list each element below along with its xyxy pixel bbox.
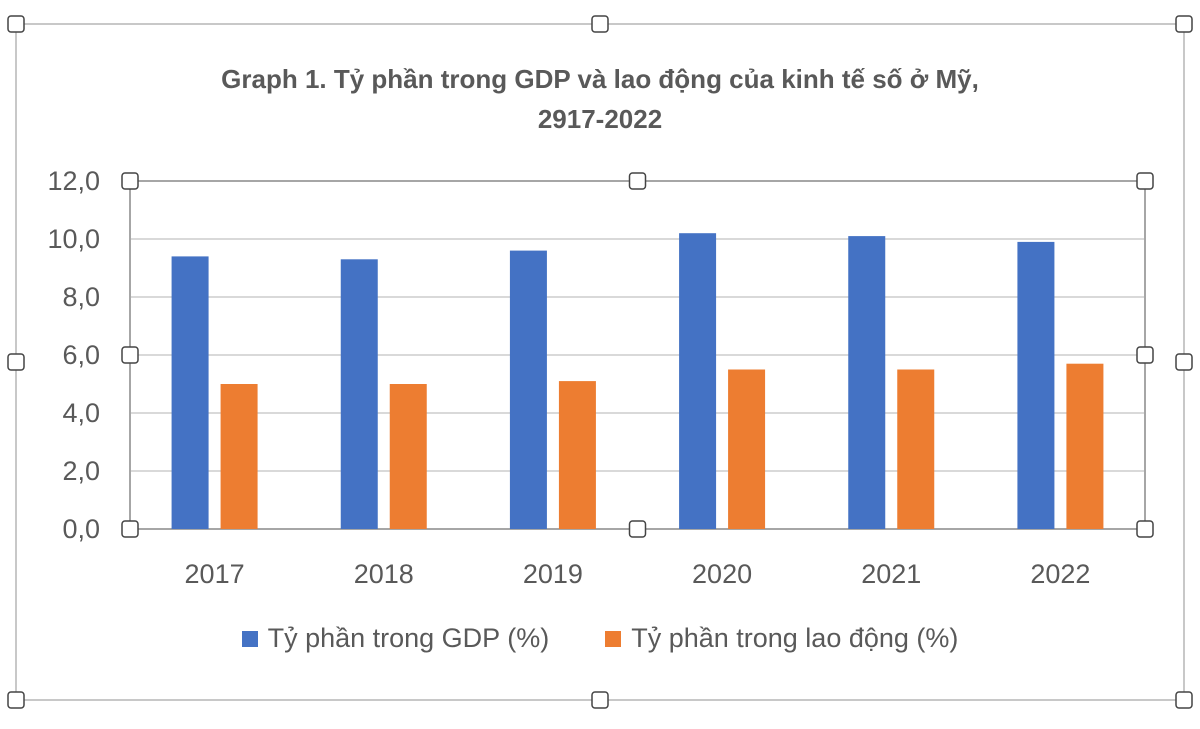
resize-frame-handle[interactable] xyxy=(1175,15,1193,33)
y-tick-label: 8,0 xyxy=(62,282,100,312)
y-tick-label: 2,0 xyxy=(62,456,100,486)
bar-gdp-2021 xyxy=(848,236,886,529)
bar-gdp-2019 xyxy=(509,250,547,529)
resize-plot-handle[interactable] xyxy=(121,520,139,538)
bar-gdp-2022 xyxy=(1017,241,1055,529)
x-tick-label: 2021 xyxy=(861,559,921,589)
y-tick-label: 12,0 xyxy=(47,166,100,196)
legend-label-labor: Tỷ phần trong lao động (%) xyxy=(631,623,959,653)
legend: Tỷ phần trong GDP (%) Tỷ phần trong lao … xyxy=(0,623,1200,654)
resize-frame-handle[interactable] xyxy=(591,691,609,709)
y-tick-label: 6,0 xyxy=(62,340,100,370)
legend-swatch-gdp xyxy=(241,630,258,647)
resize-frame-handle[interactable] xyxy=(7,353,25,371)
x-tick-label: 2019 xyxy=(523,559,583,589)
resize-frame-handle[interactable] xyxy=(591,15,609,33)
bar-labor-2020 xyxy=(728,369,766,529)
bar-labor-2017 xyxy=(220,384,258,529)
x-tick-label: 2017 xyxy=(185,559,245,589)
legend-label-gdp: Tỷ phần trong GDP (%) xyxy=(267,623,550,653)
chart-title: Graph 1. Tỷ phần trong GDP và lao động c… xyxy=(221,64,979,94)
resize-frame-handle[interactable] xyxy=(7,15,25,33)
resize-plot-handle[interactable] xyxy=(1136,520,1154,538)
resize-frame-handle[interactable] xyxy=(1175,691,1193,709)
legend-swatch-labor xyxy=(605,630,622,647)
bar-gdp-2017 xyxy=(171,256,209,529)
resize-plot-handle[interactable] xyxy=(121,346,139,364)
bar-labor-2018 xyxy=(389,384,427,529)
resize-frame-handle[interactable] xyxy=(7,691,25,709)
x-tick-label: 2018 xyxy=(354,559,414,589)
resize-plot-handle[interactable] xyxy=(121,172,139,190)
bar-labor-2022 xyxy=(1066,363,1104,529)
resize-plot-handle[interactable] xyxy=(628,172,647,190)
y-tick-label: 4,0 xyxy=(62,398,100,428)
y-tick-label: 10,0 xyxy=(47,224,100,254)
bar-gdp-2018 xyxy=(340,259,378,529)
bar-labor-2019 xyxy=(558,381,596,529)
y-tick-label: 0,0 xyxy=(62,514,100,544)
resize-plot-handle[interactable] xyxy=(1136,346,1154,364)
resize-plot-handle[interactable] xyxy=(1136,172,1154,190)
resize-frame-handle[interactable] xyxy=(1175,353,1193,371)
legend-entry-labor: Tỷ phần trong lao động (%) xyxy=(605,623,958,654)
bar-gdp-2020 xyxy=(679,233,717,529)
bar-labor-2021 xyxy=(897,369,935,529)
legend-entry-gdp: Tỷ phần trong GDP (%) xyxy=(241,623,550,654)
chart-subtitle: 2917-2022 xyxy=(537,104,663,134)
x-tick-label: 2020 xyxy=(692,559,752,589)
resize-plot-handle[interactable] xyxy=(628,520,647,538)
x-tick-label: 2022 xyxy=(1030,559,1090,589)
